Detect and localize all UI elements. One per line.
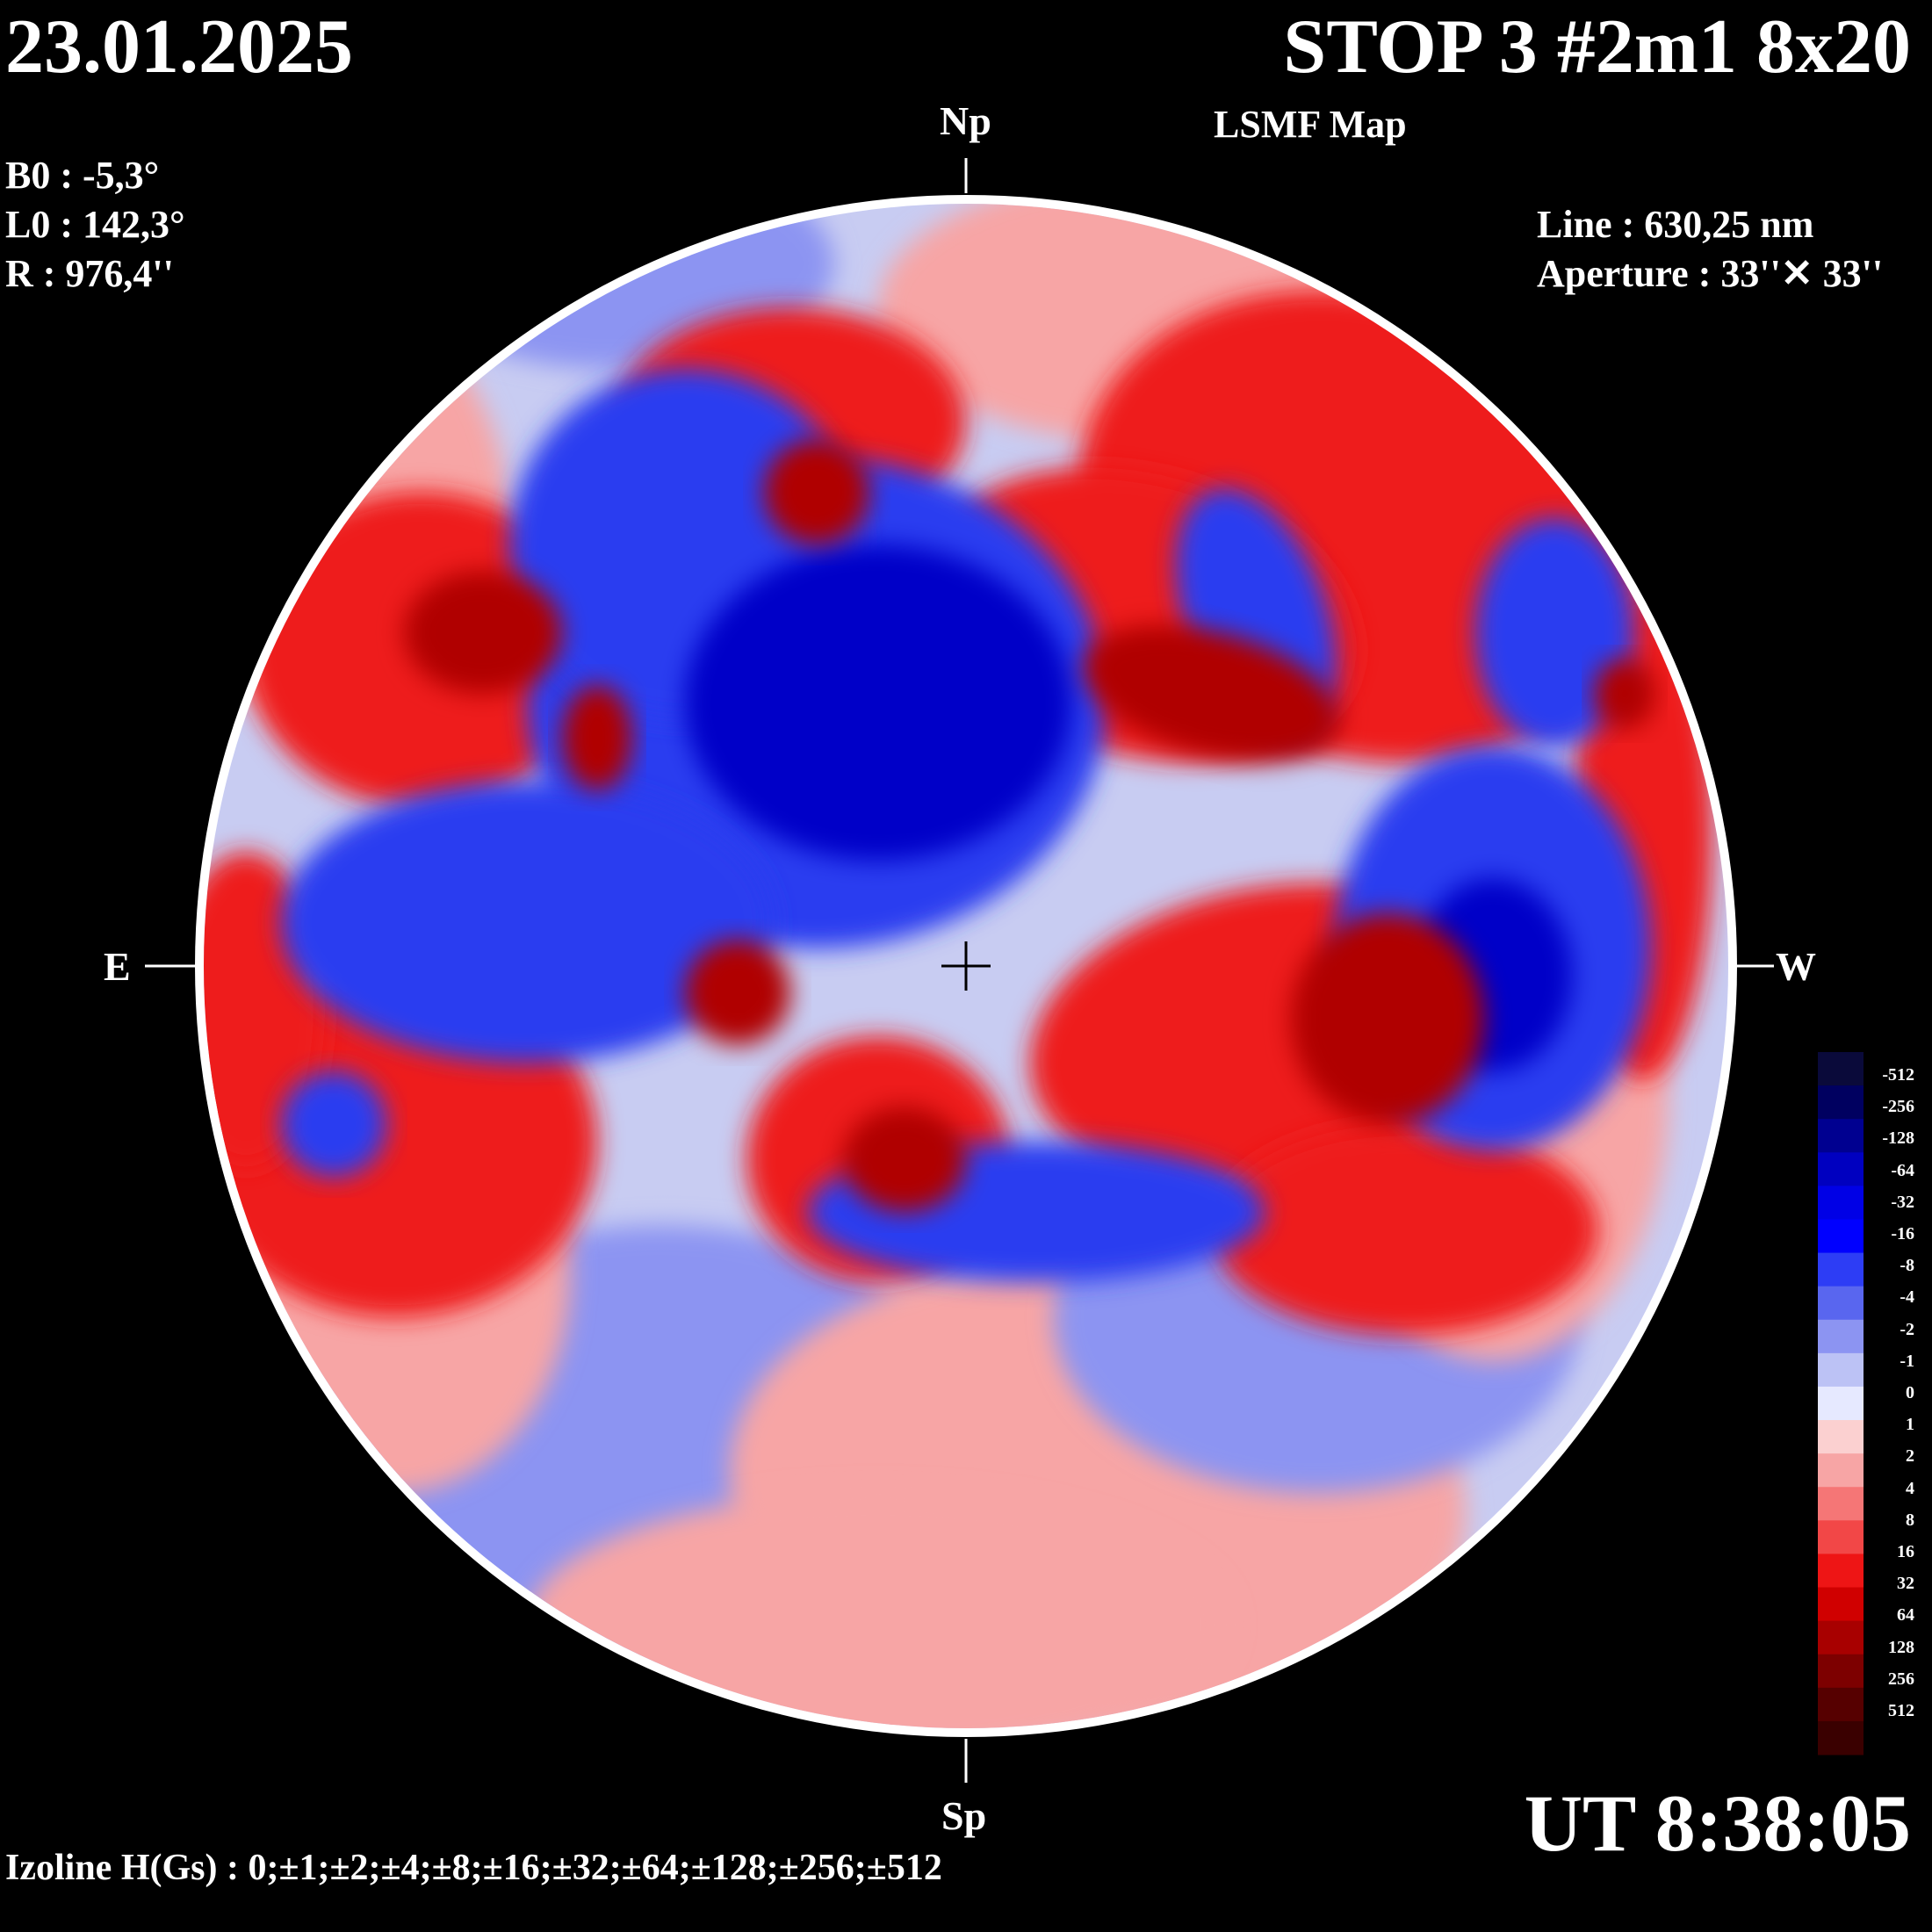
colorbar-swatch bbox=[1818, 1420, 1864, 1454]
positive-polarity-region bbox=[764, 439, 869, 544]
map-title: STOP 3 #2m1 8x20 bbox=[1283, 4, 1911, 90]
colorbar-label: -4 bbox=[1900, 1287, 1914, 1308]
colorbar-swatch bbox=[1818, 1219, 1864, 1254]
colorbar-swatch bbox=[1818, 1152, 1864, 1186]
colorbar-swatch bbox=[1818, 1119, 1864, 1153]
south-pole-label: Sp bbox=[941, 1793, 987, 1838]
observation-date: 23.01.2025 bbox=[5, 4, 353, 90]
colorbar-swatch bbox=[1818, 1386, 1864, 1421]
positive-polarity-region bbox=[1594, 659, 1655, 729]
north-pole-label: Np bbox=[940, 98, 991, 143]
colorbar-swatch bbox=[1818, 1453, 1864, 1488]
colorbar-swatch bbox=[1818, 1319, 1864, 1354]
aperture: Aperture : 33''✕ 33'' bbox=[1537, 252, 1884, 295]
param-r: R : 976,4'' bbox=[5, 252, 174, 295]
param-b0: B0 : -5,3° bbox=[5, 154, 160, 197]
colorbar-swatch bbox=[1818, 1252, 1864, 1287]
negative-polarity-region bbox=[1475, 518, 1633, 746]
param-l0: L0 : 142,3° bbox=[5, 203, 185, 246]
colorbar-label: -512 bbox=[1882, 1065, 1914, 1085]
colorbar-label: 16 bbox=[1897, 1542, 1914, 1561]
positive-polarity-region bbox=[1291, 913, 1484, 1124]
colorbar-label: -128 bbox=[1882, 1128, 1914, 1149]
colorbar-label: 256 bbox=[1888, 1669, 1914, 1689]
positive-polarity-region bbox=[562, 685, 632, 790]
colorbar-label: -64 bbox=[1891, 1160, 1914, 1180]
spectral-line: Line : 630,25 nm bbox=[1537, 203, 1814, 246]
center-crosshair bbox=[941, 941, 991, 991]
colorbar-swatch bbox=[1818, 1052, 1864, 1086]
colorbar-label: -2 bbox=[1900, 1319, 1914, 1339]
colorbar-label: -8 bbox=[1900, 1256, 1914, 1276]
colorbar-swatch bbox=[1818, 1554, 1864, 1589]
colorbar-swatch bbox=[1818, 1085, 1864, 1120]
colorbar-swatch bbox=[1818, 1186, 1864, 1220]
colorbar-swatch bbox=[1818, 1487, 1864, 1521]
colorbar-label: 8 bbox=[1906, 1510, 1914, 1530]
negative-polarity-region bbox=[281, 1071, 386, 1177]
colorbar-swatch bbox=[1818, 1520, 1864, 1554]
positive-polarity-region bbox=[1083, 625, 1341, 762]
colorbar-swatch bbox=[1818, 1352, 1864, 1388]
colorbar-label: 128 bbox=[1888, 1637, 1914, 1657]
colorbar-label: 32 bbox=[1897, 1574, 1914, 1594]
negative-polarity-region bbox=[685, 544, 1071, 861]
isoline-legend: Izoline H(Gs) : 0;±1;±2;±4;±8;±16;±32;±6… bbox=[5, 1848, 942, 1888]
colorbar-label: 2 bbox=[1906, 1446, 1914, 1467]
east-label: E bbox=[104, 944, 131, 989]
observation-time: UT 8:38:05 bbox=[1524, 1778, 1911, 1868]
positive-polarity-region bbox=[843, 1107, 966, 1212]
map-subtitle: LSMF Map bbox=[1214, 103, 1407, 146]
negative-polarity-region bbox=[281, 782, 773, 1063]
positive-polarity-region bbox=[685, 940, 790, 1045]
colorbar-label: -1 bbox=[1900, 1351, 1914, 1371]
colorbar-swatch bbox=[1818, 1687, 1864, 1722]
colorbar-label: -16 bbox=[1891, 1224, 1914, 1244]
colorbar-swatch bbox=[1818, 1286, 1864, 1321]
colorbar-label: 4 bbox=[1906, 1478, 1914, 1498]
west-label: W bbox=[1776, 944, 1816, 989]
colorbar bbox=[1818, 1052, 1864, 1755]
colorbar-label: 0 bbox=[1906, 1383, 1914, 1402]
positive-polarity-region bbox=[1212, 1124, 1598, 1335]
colorbar-label: 64 bbox=[1897, 1605, 1914, 1626]
colorbar-swatch bbox=[1818, 1587, 1864, 1622]
colorbar-label: -256 bbox=[1882, 1097, 1914, 1117]
colorbar-label: 1 bbox=[1906, 1415, 1914, 1435]
colorbar-swatch bbox=[1818, 1720, 1864, 1755]
colorbar-label: 512 bbox=[1888, 1701, 1914, 1720]
colorbar-label: -32 bbox=[1891, 1192, 1914, 1212]
positive-polarity-region bbox=[404, 571, 562, 694]
colorbar-swatch bbox=[1818, 1620, 1864, 1655]
colorbar-swatch bbox=[1818, 1654, 1864, 1689]
